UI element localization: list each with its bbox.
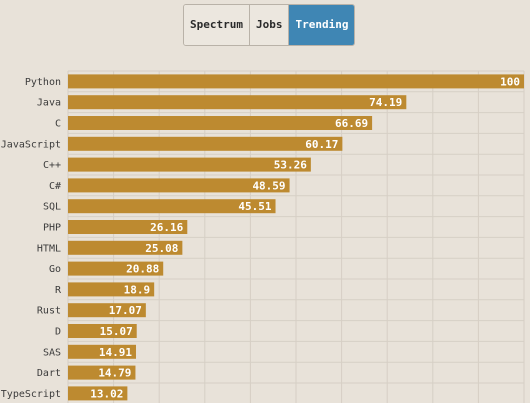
value-label: 13.02 — [90, 387, 123, 400]
category-label: Rust — [37, 306, 61, 317]
bar[interactable] — [68, 282, 155, 297]
value-label: 100 — [500, 75, 520, 88]
category-label: SAS — [43, 347, 61, 358]
bar[interactable] — [68, 386, 128, 401]
value-label: 18.9 — [124, 283, 151, 296]
category-label: JavaScript — [1, 139, 61, 150]
value-label: 45.51 — [238, 200, 271, 213]
bar[interactable] — [68, 95, 407, 110]
tab-jobs[interactable]: Jobs — [249, 5, 290, 45]
bar[interactable] — [68, 261, 164, 276]
value-label: 20.88 — [126, 263, 159, 276]
bar[interactable] — [68, 344, 136, 359]
value-label: 17.07 — [109, 304, 142, 317]
category-label: Python — [25, 77, 61, 88]
value-label: 14.91 — [99, 346, 132, 359]
category-label: D — [55, 327, 61, 338]
category-label: C — [55, 119, 61, 130]
ranking-tabs: Spectrum Jobs Trending — [183, 4, 356, 46]
bar[interactable] — [68, 324, 137, 338]
category-label: SQL — [43, 202, 61, 213]
bar[interactable] — [68, 303, 146, 318]
category-label: Java — [37, 98, 61, 109]
bar[interactable] — [68, 116, 373, 130]
value-label: 14.79 — [98, 367, 131, 380]
value-label: 74.19 — [369, 96, 402, 109]
category-label: Go — [49, 264, 61, 275]
category-label: C# — [49, 181, 61, 192]
bar[interactable] — [68, 74, 524, 89]
bar[interactable] — [68, 157, 311, 172]
tab-trending[interactable]: Trending — [289, 5, 355, 45]
bar[interactable] — [68, 220, 188, 234]
value-label: 48.59 — [252, 179, 285, 192]
tab-spectrum[interactable]: Spectrum — [184, 5, 250, 45]
value-label: 53.26 — [274, 159, 307, 172]
value-label: 15.07 — [100, 325, 133, 338]
value-label: 60.17 — [305, 138, 338, 151]
value-label: 26.16 — [150, 221, 183, 234]
bar[interactable] — [68, 136, 343, 151]
category-label: TypeScript — [1, 389, 61, 400]
bar[interactable] — [68, 240, 183, 255]
value-label: 66.69 — [335, 117, 368, 130]
bar[interactable] — [68, 199, 276, 214]
bar[interactable] — [68, 365, 136, 380]
category-label: C++ — [43, 160, 61, 171]
category-label: HTML — [37, 243, 61, 254]
bar[interactable] — [68, 178, 290, 193]
value-label: 25.08 — [145, 242, 178, 255]
category-label: PHP — [43, 223, 61, 234]
category-label: Dart — [37, 368, 61, 379]
category-label: R — [55, 285, 62, 296]
